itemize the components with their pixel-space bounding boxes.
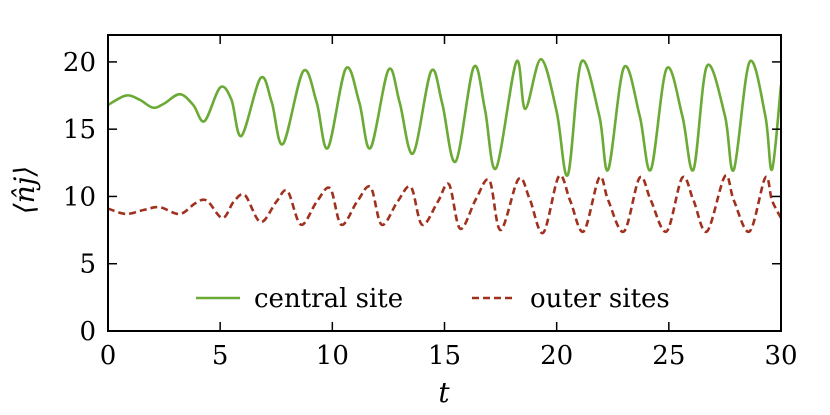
plot-area [108,57,781,235]
x-tick-label: 25 [652,341,685,371]
x-axis-label: t [438,376,450,409]
tick-labels: 0 5 10 15 20 25 30 0 5 10 15 20 [63,48,798,371]
y-tick-label: 15 [63,115,96,145]
x-tick-label: 20 [540,341,573,371]
x-tick-label: 0 [100,341,117,371]
x-tick-label: 30 [764,341,797,371]
y-tick-label: 10 [63,182,96,212]
x-tick-label: 5 [212,341,229,371]
series-line-central-site [108,57,781,177]
legend-label-outer-sites: outer sites [530,284,670,314]
y-tick-label: 5 [79,250,96,280]
axis-ticks [107,35,782,332]
plot-frame [107,34,782,332]
x-tick-label: 10 [316,341,349,371]
legend: central site outer sites [196,284,670,314]
y-tick-label: 0 [79,317,96,347]
series-line-outer-sites [108,174,781,235]
y-tick-label: 20 [63,48,96,78]
legend-label-central-site: central site [254,284,403,314]
y-axis-label: ⟨n̂j⟩ [8,166,41,215]
x-tick-label: 15 [428,341,461,371]
